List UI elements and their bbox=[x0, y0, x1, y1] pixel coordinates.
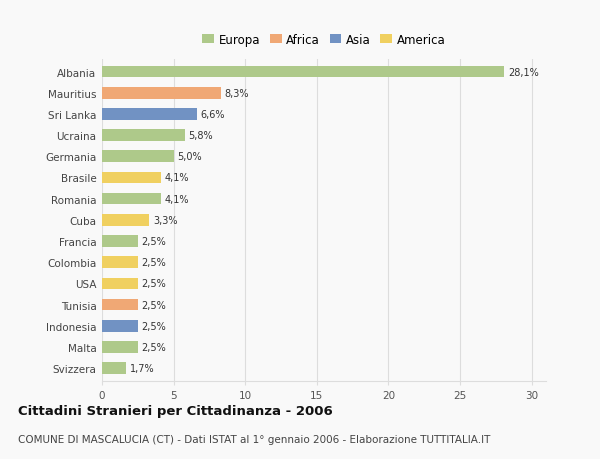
Text: Cittadini Stranieri per Cittadinanza - 2006: Cittadini Stranieri per Cittadinanza - 2… bbox=[18, 404, 333, 417]
Bar bbox=[102, 320, 138, 332]
Bar bbox=[102, 363, 127, 374]
Bar bbox=[102, 67, 505, 78]
Text: 2,5%: 2,5% bbox=[142, 279, 166, 289]
Text: 6,6%: 6,6% bbox=[200, 110, 224, 120]
Bar bbox=[102, 151, 173, 163]
Text: 28,1%: 28,1% bbox=[508, 67, 539, 78]
Bar bbox=[102, 130, 185, 141]
Bar bbox=[102, 172, 161, 184]
Text: COMUNE DI MASCALUCIA (CT) - Dati ISTAT al 1° gennaio 2006 - Elaborazione TUTTITA: COMUNE DI MASCALUCIA (CT) - Dati ISTAT a… bbox=[18, 434, 490, 444]
Bar bbox=[102, 341, 138, 353]
Legend: Europa, Africa, Asia, America: Europa, Africa, Asia, America bbox=[202, 34, 446, 46]
Text: 2,5%: 2,5% bbox=[142, 257, 166, 268]
Bar bbox=[102, 193, 161, 205]
Bar bbox=[102, 299, 138, 311]
Text: 2,5%: 2,5% bbox=[142, 300, 166, 310]
Text: 3,3%: 3,3% bbox=[153, 215, 178, 225]
Bar bbox=[102, 235, 138, 247]
Text: 5,8%: 5,8% bbox=[188, 131, 213, 141]
Bar bbox=[102, 278, 138, 290]
Bar bbox=[102, 109, 197, 120]
Bar bbox=[102, 257, 138, 269]
Text: 8,3%: 8,3% bbox=[224, 89, 249, 99]
Text: 1,7%: 1,7% bbox=[130, 363, 155, 373]
Text: 2,5%: 2,5% bbox=[142, 321, 166, 331]
Text: 2,5%: 2,5% bbox=[142, 342, 166, 352]
Text: 4,1%: 4,1% bbox=[164, 194, 189, 204]
Text: 4,1%: 4,1% bbox=[164, 173, 189, 183]
Text: 2,5%: 2,5% bbox=[142, 236, 166, 246]
Bar bbox=[102, 214, 149, 226]
Bar bbox=[102, 88, 221, 99]
Text: 5,0%: 5,0% bbox=[177, 152, 202, 162]
